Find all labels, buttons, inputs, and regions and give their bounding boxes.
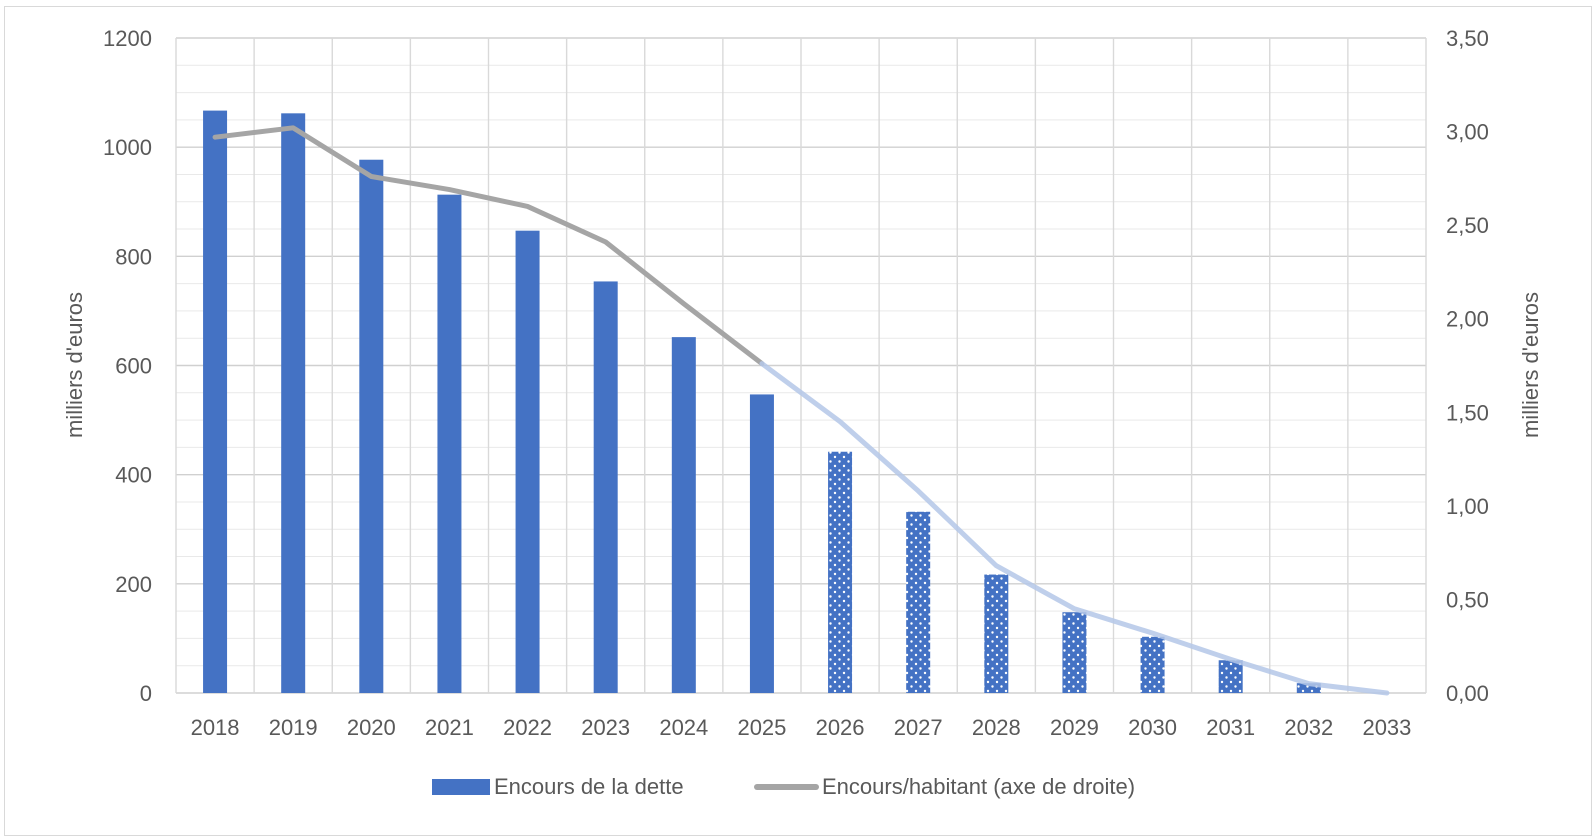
- bar-2020: [359, 159, 384, 694]
- legend: Encours de la dette Encours/habitant (ax…: [432, 774, 1135, 799]
- bar-2024: [671, 337, 696, 693]
- bar-2019: [281, 113, 306, 693]
- left-tick-label: 800: [115, 244, 152, 269]
- line-solid-segment: [212, 125, 765, 367]
- x-axis-ticks: 2018 2019 2020 2021 2022 2023 2024 2025 2026 2027…: [191, 715, 1412, 740]
- right-tick-label: 0,50: [1446, 587, 1489, 612]
- x-tick-label: 2026: [816, 715, 865, 740]
- right-axis-ticks: 0,00 0,50 1,00 1,50 2,00 2,50 3,00 3,50: [1446, 26, 1489, 706]
- line-projected-segment: [759, 361, 1390, 696]
- legend-label-line: Encours/habitant (axe de droite): [822, 774, 1135, 799]
- bar-2018: [203, 110, 228, 694]
- right-axis-title: milliers d'euros: [1518, 292, 1543, 438]
- left-axis-ticks: 0 200 400 600 800 1000 1200: [103, 26, 152, 706]
- bar-2026: [828, 451, 853, 693]
- left-tick-label: 400: [115, 463, 152, 488]
- x-tick-label: 2019: [269, 715, 318, 740]
- right-tick-label: 3,00: [1446, 120, 1489, 145]
- legend-swatch-bar: [432, 779, 490, 795]
- bar-2028: [984, 574, 1009, 693]
- bar-series: [203, 110, 1321, 694]
- left-tick-label: 200: [115, 572, 152, 597]
- left-tick-label: 0: [140, 681, 152, 706]
- bar-2021: [437, 194, 462, 693]
- bar-2032: [1296, 683, 1321, 693]
- chart-frame: [4, 6, 1592, 836]
- x-tick-label: 2030: [1128, 715, 1177, 740]
- left-tick-label: 600: [115, 354, 152, 379]
- bar-2022: [515, 230, 540, 693]
- bar-2029: [1062, 612, 1087, 693]
- left-tick-label: 1200: [103, 26, 152, 51]
- right-tick-label: 1,50: [1446, 400, 1489, 425]
- x-tick-label: 2020: [347, 715, 396, 740]
- x-tick-label: 2031: [1206, 715, 1255, 740]
- x-tick-label: 2018: [191, 715, 240, 740]
- bar-2023: [593, 281, 618, 693]
- right-tick-label: 1,00: [1446, 494, 1489, 519]
- bar-2030: [1140, 636, 1165, 693]
- x-tick-label: 2032: [1284, 715, 1333, 740]
- grid-lines: [175, 37, 1427, 694]
- left-tick-label: 1000: [103, 135, 152, 160]
- x-tick-label: 2029: [1050, 715, 1099, 740]
- legend-label-bar: Encours de la dette: [494, 774, 684, 799]
- right-tick-label: 0,00: [1446, 681, 1489, 706]
- x-tick-label: 2033: [1362, 715, 1411, 740]
- right-tick-label: 2,50: [1446, 213, 1489, 238]
- bar-2031: [1218, 660, 1243, 693]
- line-series: [212, 125, 1390, 696]
- x-tick-label: 2023: [581, 715, 630, 740]
- x-tick-label: 2027: [894, 715, 943, 740]
- x-tick-label: 2021: [425, 715, 474, 740]
- x-tick-label: 2028: [972, 715, 1021, 740]
- bar-2027: [906, 511, 931, 693]
- x-tick-label: 2025: [737, 715, 786, 740]
- right-tick-label: 3,50: [1446, 26, 1489, 51]
- x-tick-label: 2024: [659, 715, 708, 740]
- bar-2025: [749, 394, 774, 693]
- x-tick-label: 2022: [503, 715, 552, 740]
- left-axis-title: milliers d'euros: [62, 292, 87, 438]
- right-tick-label: 2,00: [1446, 307, 1489, 332]
